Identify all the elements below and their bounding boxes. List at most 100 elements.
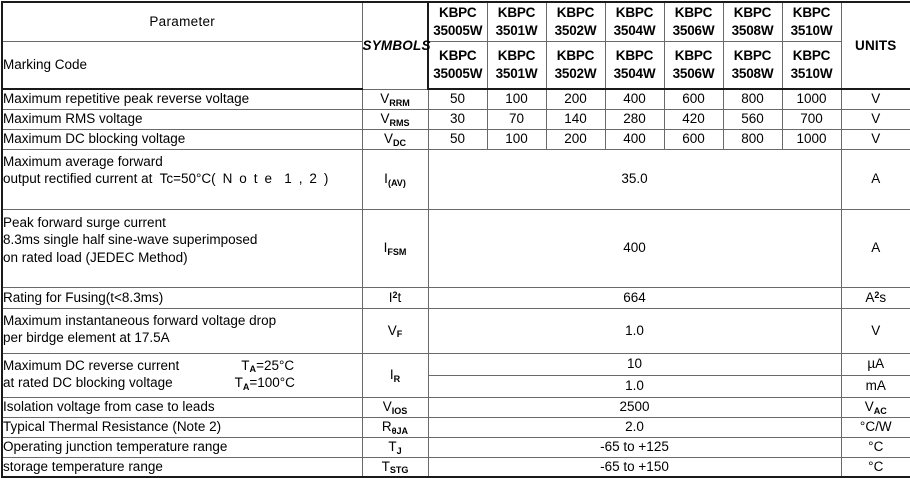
part-prefix: KBPC — [439, 47, 477, 63]
value-cell-merged: 35.0 — [427, 148, 842, 210]
marking-code-0: KBPC 35005W — [427, 40, 488, 90]
parameter-line-2: at rated DC blocking voltage TA=100°C — [3, 374, 362, 392]
marking-code-6: KBPC 3510W — [781, 40, 842, 90]
symbol-subscript: (AV) — [387, 177, 406, 188]
value-cell: 400 — [604, 128, 665, 150]
unit-cell: A — [840, 148, 910, 210]
part-header-3: KBPC 3504W — [604, 1, 665, 42]
unit-tail: s — [879, 289, 887, 305]
unit-cell: V — [840, 108, 910, 130]
part-prefix: KBPC — [615, 4, 654, 20]
value-cell-merged: 2.0 — [427, 416, 842, 438]
unit-base: V — [864, 399, 874, 415]
unit-cell: °C/W — [840, 416, 910, 438]
value-cell-merged: 1.0 — [427, 374, 842, 398]
marking-code-1: KBPC 3501W — [486, 40, 547, 90]
value-cell-merged: -65 to +150 — [427, 456, 842, 478]
parameter-label: Peak forward surge current 8.3ms single … — [1, 208, 363, 288]
part-prefix: KBPC — [733, 47, 772, 63]
parameter-label: Maximum RMS voltage — [1, 108, 363, 130]
symbol-base: R — [381, 419, 392, 435]
parameter-label: Isolation voltage from case to leads — [1, 396, 363, 418]
parameter-line-2: 8.3ms single half sine-wave superimposed — [3, 232, 258, 248]
unit-subscript: AC — [873, 405, 887, 416]
value-cell: 400 — [604, 88, 665, 110]
value-cell: 600 — [663, 128, 724, 150]
value-cell: 30 — [427, 108, 488, 130]
table-row-ir-100c: 1.0 mA — [2, 374, 910, 398]
part-header-6: KBPC 3510W — [781, 1, 842, 42]
part-suffix: 3501W — [495, 65, 538, 81]
part-prefix: KBPC — [439, 4, 477, 20]
symbol-subscript: STG — [389, 465, 409, 476]
symbol-vrrm: VRRM — [361, 88, 429, 110]
parameter-label: Typical Thermal Resistance (Note 2) — [1, 416, 363, 438]
part-header-2: KBPC 3502W — [545, 1, 606, 42]
unit-cell: VAC — [840, 396, 910, 418]
symbol-ifsm: IFSM — [361, 208, 429, 288]
value-cell: 100 — [486, 128, 547, 150]
value-cell: 100 — [486, 88, 547, 110]
parameter-line-2: per birdge element at 17.5A — [3, 330, 170, 346]
part-suffix: 3501W — [495, 22, 538, 38]
unit-base: A — [865, 289, 875, 305]
value-cell: 700 — [781, 108, 842, 130]
symbol-vdc: VDC — [361, 128, 429, 150]
parameter-line-2: output rectified current at Tc=50°C( N o… — [3, 170, 362, 188]
symbol-subscript: R — [393, 373, 401, 384]
parameter-line-2-text: at rated DC blocking voltage — [3, 375, 173, 391]
symbol-subscript: RRM — [389, 97, 410, 108]
unit-cell: °C — [840, 436, 910, 458]
value-cell: 70 — [486, 108, 547, 130]
parameter-label: storage temperature range — [1, 456, 363, 478]
symbols-header: SYMBOLS — [361, 1, 430, 90]
value-cell-merged: 2500 — [427, 396, 842, 418]
header-row-marking-code: Marking Code KBPC 35005W KBPC 3501W KBPC… — [1, 40, 910, 90]
parameter-label: Maximum DC blocking voltage — [1, 128, 363, 150]
marking-code-4: KBPC 3506W — [663, 40, 724, 90]
unit-cell: V — [840, 128, 910, 150]
symbol-base: I — [388, 289, 393, 305]
value-cell: 600 — [663, 88, 724, 110]
symbol-base: V — [380, 91, 390, 107]
table-row-ir-25c: Maximum DC reverse current TA=25°C at rat… — [1, 352, 910, 398]
value-cell: 280 — [604, 108, 665, 130]
symbol-base: T — [388, 439, 397, 455]
part-header-5: KBPC 3508W — [722, 1, 783, 42]
symbol-base: V — [387, 322, 397, 338]
part-prefix: KBPC — [615, 47, 654, 63]
parameter-line-1: Maximum instantaneous forward voltage dr… — [3, 312, 277, 328]
unit-cell: V — [840, 307, 910, 354]
part-suffix: 3504W — [613, 65, 656, 81]
part-suffix: 3510W — [790, 65, 833, 81]
value-cell-merged: -65 to +125 — [427, 436, 842, 458]
symbol-subscript: F — [396, 329, 403, 340]
symbol-base: T — [381, 458, 390, 474]
value-cell: 420 — [663, 108, 724, 130]
table-row-thermal-resistance: Typical Thermal Resistance (Note 2) RθJA… — [1, 416, 910, 438]
symbol-base: I — [384, 171, 388, 187]
value-cell: 200 — [545, 128, 606, 150]
unit-superscript: 2 — [874, 289, 880, 300]
condition-tail: =100°C — [249, 375, 295, 391]
marking-code-label: Marking Code — [1, 40, 363, 90]
part-prefix: KBPC — [556, 4, 595, 20]
unit-cell: µA — [840, 352, 910, 376]
part-header-1: KBPC 3501W — [486, 1, 547, 42]
part-suffix: 3506W — [672, 22, 715, 38]
header-row-parameter: Parameter SYMBOLS KBPC 35005W KBPC 3501W… — [1, 1, 910, 90]
unit-cell: V — [840, 88, 910, 110]
condition-base: T — [241, 357, 250, 373]
part-prefix: KBPC — [792, 47, 831, 63]
value-cell: 50 — [427, 128, 488, 150]
value-cell: 800 — [722, 88, 783, 110]
value-cell: 200 — [545, 88, 606, 110]
parameter-line-1-text: Maximum DC reverse current — [3, 357, 180, 373]
condition-subscript: A — [242, 381, 250, 392]
symbol-tstg: TSTG — [361, 456, 429, 478]
value-cell: 800 — [722, 128, 783, 150]
symbol-tail: t — [397, 289, 402, 305]
part-prefix: KBPC — [556, 47, 595, 63]
parameter-note: ( N o t e 1 , 2 ) — [211, 171, 330, 187]
parameter-line-3: on rated load (JEDEC Method) — [3, 250, 188, 266]
